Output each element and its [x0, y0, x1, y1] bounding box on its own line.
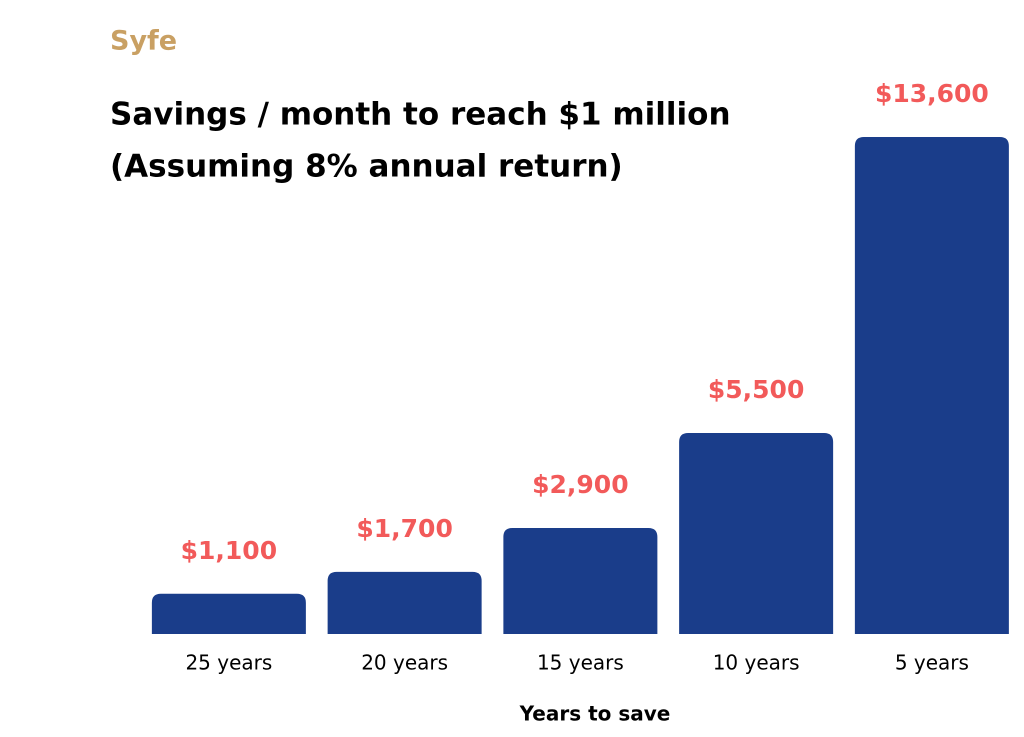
value-label: $1,100	[181, 536, 277, 565]
bar	[503, 528, 658, 634]
chart-subtitle: (Assuming 8% annual return)	[110, 149, 623, 185]
x-tick-label: 5 years	[895, 651, 969, 675]
x-tick-label: 10 years	[713, 651, 800, 675]
bar	[327, 571, 482, 634]
bar	[679, 433, 834, 634]
value-label: $13,600	[875, 79, 989, 108]
bar	[854, 137, 1009, 634]
bar	[151, 593, 306, 634]
value-label: $2,900	[532, 470, 628, 499]
value-label: $1,700	[356, 514, 452, 543]
brand: Syfe	[110, 26, 177, 57]
x-tick-label: 15 years	[537, 651, 624, 675]
chart-title: Savings / month to reach $1 million	[110, 97, 731, 133]
x-tick-label: 25 years	[185, 651, 272, 675]
value-label: $5,500	[708, 375, 804, 404]
x-axis-title: Years to save	[519, 702, 671, 726]
x-tick-label: 20 years	[361, 651, 448, 675]
